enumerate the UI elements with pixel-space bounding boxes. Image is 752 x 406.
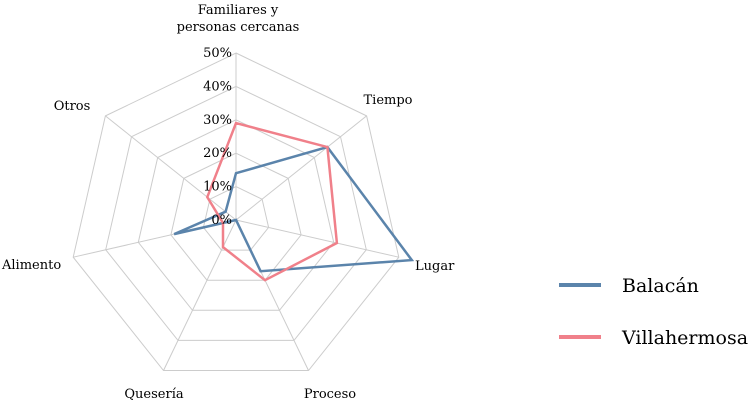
tick-label: 40%: [203, 79, 232, 94]
legend-label: Balacán: [622, 275, 699, 297]
tick-labels: 0% 10% 20% 30% 40% 50%: [203, 46, 232, 228]
category-label: Lugar: [415, 259, 455, 274]
tick-label: 20%: [203, 146, 232, 161]
grid-layer: [72, 52, 400, 371]
category-label-line: Tiempo: [364, 93, 413, 108]
tick-label: 50%: [203, 46, 232, 61]
category-label: Tiempo: [364, 93, 413, 108]
category-label-line: Alimento: [1, 258, 61, 273]
category-label-line: Quesería: [124, 387, 183, 402]
series-line-villahermosa: [205, 121, 339, 282]
category-label-line: personas cercanas: [177, 20, 300, 35]
category-label: Proceso: [304, 387, 356, 402]
axis-spoke: [235, 115, 367, 221]
series-layer: [173, 121, 415, 282]
category-label: Alimento: [1, 258, 61, 273]
axis-spoke: [163, 219, 237, 371]
axis-spoke: [235, 219, 399, 258]
category-label: Familiares y personas cercanas: [177, 3, 300, 35]
legend: Balacán Villahermosa: [559, 275, 748, 349]
axis-spoke: [105, 115, 237, 221]
category-label-line: Proceso: [304, 387, 356, 402]
grid-ring: [202, 186, 270, 251]
category-label: Otros: [54, 99, 91, 114]
legend-label: Villahermosa: [621, 327, 748, 349]
category-labels: Familiares y personas cercanas Tiempo Lugar…: [1, 3, 455, 402]
tick-label: 10%: [203, 180, 232, 195]
grid-ring: [170, 152, 302, 281]
tick-label: 30%: [203, 113, 232, 128]
grid-ring: [105, 85, 367, 341]
category-label-line: Familiares y: [198, 3, 279, 18]
category-label-line: Lugar: [415, 259, 455, 274]
grid-ring: [72, 52, 400, 371]
category-label: Quesería: [124, 387, 183, 402]
category-label-line: Otros: [54, 99, 91, 114]
tick-label: 0%: [211, 213, 232, 228]
grid-ring: [137, 119, 335, 311]
